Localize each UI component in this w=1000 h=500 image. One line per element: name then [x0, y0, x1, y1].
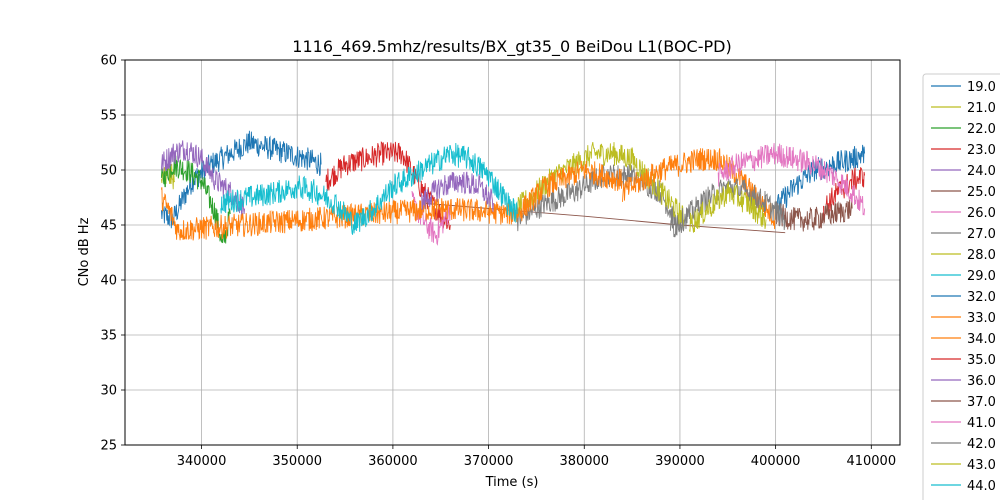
legend-label: 27.0: [967, 227, 996, 242]
x-tick-label: 350000: [272, 454, 322, 469]
grid: [125, 59, 900, 446]
series-line-42.0: [669, 178, 786, 238]
series-line-25.0: [421, 202, 786, 234]
x-tick-label: 400000: [751, 454, 801, 469]
series-line-44.0: [296, 142, 518, 235]
series-line-23.0: [325, 141, 451, 231]
y-axis: 25 30 35 40 45 50 55 60: [100, 54, 125, 454]
x-tick-label: 340000: [177, 454, 227, 469]
series-line-35.0: [823, 166, 866, 220]
y-tick-label: 55: [100, 109, 117, 124]
y-tick-label: 30: [100, 384, 117, 399]
legend-label: 26.0: [967, 206, 996, 221]
legend-label: 41.0: [967, 416, 996, 431]
y-axis-label: CNo dB Hz: [77, 217, 92, 286]
series-line-32.0: [775, 144, 866, 214]
legend-label: 19.0: [967, 80, 996, 95]
legend-label: 29.0: [967, 269, 996, 284]
legend-label: 22.0: [967, 122, 996, 137]
legend: 19.0 21.0 22.0 23.0 24.0 25.0 26.0 27.0 28.0 29.0…: [922, 73, 1000, 500]
legend-label: 23.0: [967, 143, 996, 158]
legend-label: 21.0: [967, 101, 996, 116]
legend-label: 25.0: [967, 185, 996, 200]
legend-label: 33.0: [967, 311, 996, 326]
y-tick-label: 35: [100, 329, 117, 344]
legend-label: 34.0: [967, 332, 996, 347]
series-layer: [160, 130, 866, 246]
series-line-36.0: [421, 171, 494, 212]
x-axis-label: Time (s): [485, 475, 539, 490]
series-line-37.0: [775, 199, 853, 232]
legend-label: 37.0: [967, 395, 996, 410]
series-line-41.0: [717, 143, 866, 216]
legend-frame: [922, 73, 1000, 500]
legend-label: 24.0: [967, 164, 996, 179]
series-line-26.0: [411, 190, 451, 246]
series-line-21.0: [160, 160, 176, 190]
series-line-33.0: [160, 160, 623, 241]
legend-label: 28.0: [967, 248, 996, 263]
x-tick-label: 370000: [464, 454, 514, 469]
legend-label: 32.0: [967, 290, 996, 305]
x-axis: 340000 350000 360000 370000 380000 390000 4000…: [177, 445, 896, 469]
legend-label: 44.0: [967, 479, 996, 494]
y-tick-label: 60: [100, 54, 117, 69]
legend-label: 42.0: [967, 437, 996, 452]
y-tick-label: 50: [100, 164, 117, 179]
legend-label: 35.0: [967, 353, 996, 368]
series-line-27.0: [516, 164, 681, 235]
x-tick-label: 360000: [368, 454, 418, 469]
x-tick-label: 380000: [559, 454, 609, 469]
legend-label: 43.0: [967, 458, 996, 473]
y-tick-label: 45: [100, 219, 117, 234]
series-line-19.0: [160, 130, 322, 229]
y-tick-label: 25: [100, 439, 117, 454]
y-tick-label: 40: [100, 274, 117, 289]
legend-label: 36.0: [967, 374, 996, 389]
x-tick-label: 390000: [655, 454, 705, 469]
plot-frame: [124, 59, 901, 446]
series-line-24.0: [160, 140, 246, 218]
series-line-29.0: [220, 179, 298, 214]
series-line-43.0: [689, 181, 767, 233]
x-tick-label: 410000: [846, 454, 896, 469]
chart-title: 1116_469.5mhz/results/BX_gt35_0 BeiDou L…: [292, 37, 731, 57]
